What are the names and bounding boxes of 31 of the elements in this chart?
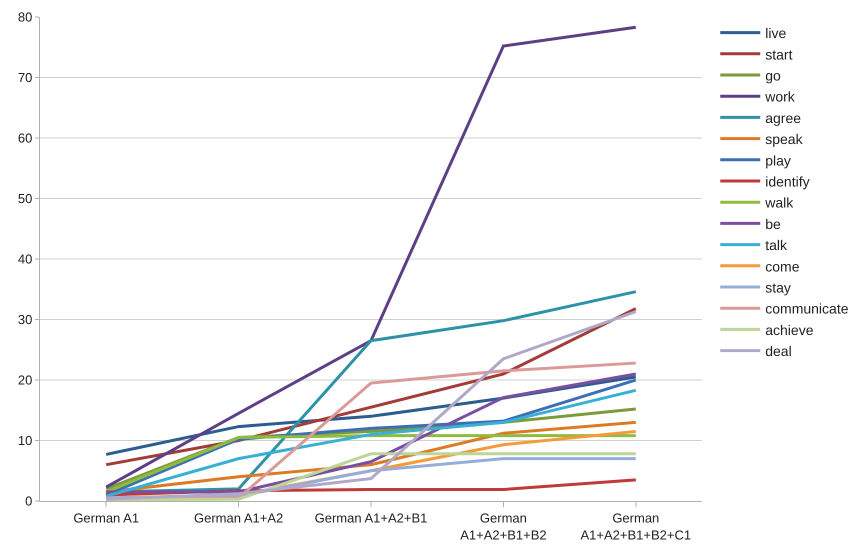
legend-label: stay bbox=[765, 279, 791, 296]
x-tick-label: German A1+A2 bbox=[194, 510, 284, 526]
y-tick-label: 10 bbox=[18, 433, 32, 448]
y-tick-label: 60 bbox=[18, 130, 32, 146]
legend-label: come bbox=[765, 258, 800, 274]
legend-label: work bbox=[764, 88, 796, 105]
legend-label: deal bbox=[765, 343, 792, 360]
legend-label: identify bbox=[765, 173, 810, 190]
x-tick-label: German A1+A2+B1 bbox=[314, 510, 428, 526]
y-tick-label: 50 bbox=[18, 191, 32, 206]
legend-label: achieve bbox=[765, 322, 814, 338]
line-series bbox=[104, 26, 638, 489]
legend-label: talk bbox=[765, 237, 788, 254]
legend-label: speak bbox=[765, 131, 804, 148]
y-tick-label: 30 bbox=[18, 312, 32, 328]
legend-label: live bbox=[765, 25, 786, 42]
legend-label: agree bbox=[765, 110, 802, 126]
y-tick-label: 20 bbox=[18, 372, 32, 388]
legend-label: go bbox=[765, 67, 782, 84]
legend-label: be bbox=[765, 216, 782, 232]
legend-label: communicate bbox=[765, 300, 849, 317]
y-tick-label: 0 bbox=[25, 494, 32, 509]
y-tick-label: 80 bbox=[18, 10, 32, 25]
legend-label: start bbox=[765, 46, 793, 62]
legend-label: walk bbox=[764, 194, 794, 211]
y-tick-label: 70 bbox=[18, 70, 32, 86]
y-tick-label: 40 bbox=[18, 252, 32, 267]
x-tick-label: German A1+A2+B1+B2+C1 bbox=[580, 510, 692, 542]
x-tick-label: German A1+A2+B1+B2 bbox=[460, 510, 547, 542]
legend-label: play bbox=[765, 152, 791, 168]
x-tick-label: German A1 bbox=[73, 510, 140, 526]
